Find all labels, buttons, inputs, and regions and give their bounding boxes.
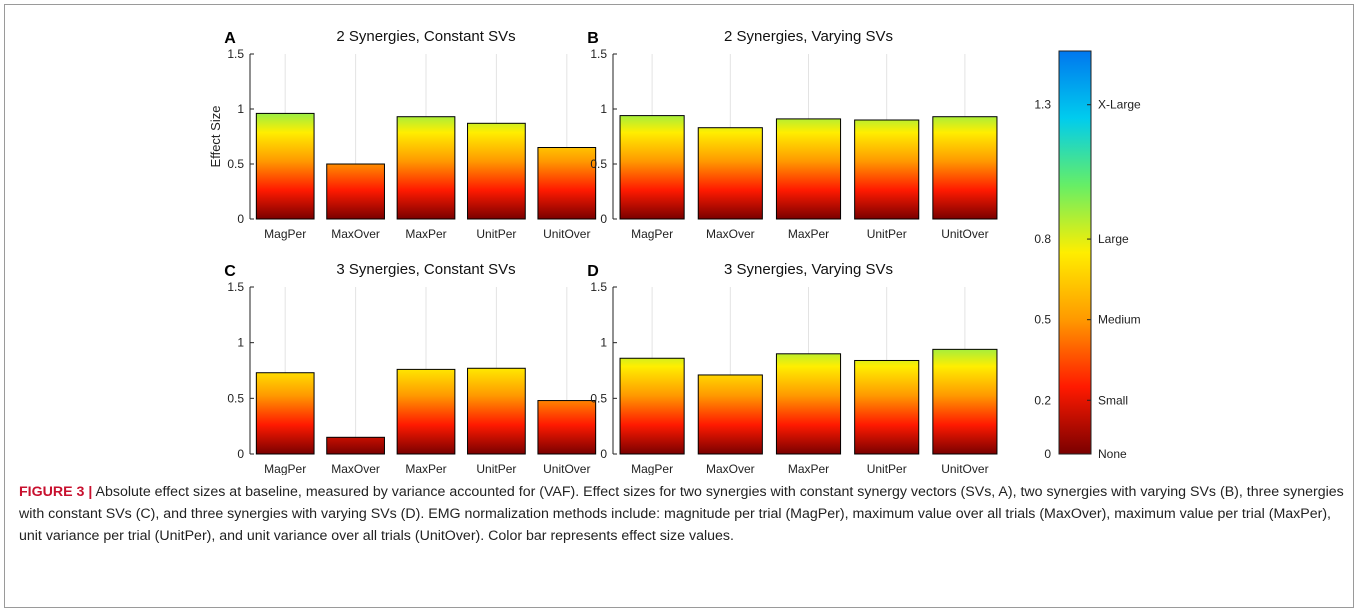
y-tick-label: 1.5 <box>227 280 244 294</box>
colorbar-tick-label: 0.2 <box>1034 393 1051 407</box>
colorbar-tick-label: 0.8 <box>1034 232 1051 246</box>
y-tick-label: 0.5 <box>227 391 244 405</box>
bar-MagPer <box>619 115 685 220</box>
colorbar-category-label: None <box>1098 447 1127 461</box>
y-tick-label: 0.5 <box>590 157 607 171</box>
y-tick-label: 1.5 <box>590 47 607 61</box>
bar-MaxOver <box>326 436 385 455</box>
colorbar-category-label: X-Large <box>1098 98 1141 112</box>
y-tick-label: 0.5 <box>590 391 607 405</box>
colorbar-category-label: Large <box>1098 232 1129 246</box>
x-tick-label: MagPer <box>264 227 306 241</box>
bar-MaxPer <box>775 118 842 220</box>
panel-letter: C <box>224 263 236 280</box>
colorbar-scale <box>1058 50 1092 455</box>
colorbar-category-label: Medium <box>1098 313 1141 327</box>
caption-text: Absolute effect sizes at baseline, measu… <box>19 484 1344 544</box>
y-tick-label: 1 <box>237 102 244 116</box>
colorbar-tick-label: 0.5 <box>1034 313 1051 327</box>
x-tick-label: UnitPer <box>476 462 516 475</box>
panel-B: 0 0.5 1 1.5 MagPer MaxOver MaxPer UnitPer UnitOv… <box>587 28 998 241</box>
y-tick-label: 0 <box>600 212 607 226</box>
bar-UnitOver <box>932 116 998 220</box>
x-tick-label: MaxOver <box>706 462 755 475</box>
bar-MaxOver <box>697 374 763 455</box>
x-tick-label: MaxOver <box>331 227 380 241</box>
bar-MagPer <box>255 112 315 220</box>
bar-MaxPer <box>775 353 842 455</box>
panel-letter: B <box>587 30 599 47</box>
y-tick-label: 1.5 <box>227 47 244 61</box>
x-tick-label: UnitPer <box>476 227 516 241</box>
bar-UnitPer <box>467 122 526 220</box>
y-axis-label: Effect Size <box>208 106 223 168</box>
y-tick-label: 0.5 <box>227 157 244 171</box>
bar-UnitPer <box>854 359 920 455</box>
panel-D: 0 0.5 1 1.5 MagPer MaxOver MaxPer UnitPer UnitOv… <box>587 261 998 475</box>
panel-letter: D <box>587 263 599 280</box>
x-tick-label: UnitOver <box>543 462 590 475</box>
panel-title: 3 Synergies, Varying SVs <box>724 261 893 278</box>
x-tick-label: MagPer <box>264 462 306 475</box>
bar-UnitPer <box>467 367 526 455</box>
figure-canvas: 0 0.5 1 1.5 MagPer MaxOver MaxPer UnitPer UnitOv… <box>208 28 1141 475</box>
x-tick-label: MaxPer <box>405 227 446 241</box>
figure-frame: 0 0.5 1 1.5 MagPer MaxOver MaxPer UnitPer UnitOv… <box>4 4 1354 608</box>
x-tick-label: MagPer <box>631 227 673 241</box>
bar-UnitPer <box>854 119 920 220</box>
x-tick-label: UnitOver <box>941 227 988 241</box>
y-tick-label: 0 <box>237 212 244 226</box>
bar-MaxOver <box>697 127 763 220</box>
bar-MaxPer <box>396 116 456 220</box>
colorbar-category-label: Small <box>1098 393 1128 407</box>
y-tick-label: 1 <box>237 336 244 350</box>
panel-A: 0 0.5 1 1.5 MagPer MaxOver MaxPer UnitPer UnitOv… <box>208 28 597 241</box>
x-tick-label: UnitPer <box>867 462 907 475</box>
bar-MagPer <box>255 372 315 455</box>
caption-label: FIGURE 3 | <box>19 484 93 500</box>
bar-UnitOver <box>537 400 597 455</box>
x-tick-label: UnitOver <box>543 227 590 241</box>
x-tick-label: MaxPer <box>788 227 829 241</box>
y-tick-label: 1 <box>600 336 607 350</box>
colorbar-tick-label: 1.3 <box>1034 98 1051 112</box>
bar-UnitOver <box>537 147 597 220</box>
bar-MaxPer <box>396 368 456 455</box>
x-tick-label: UnitPer <box>867 227 907 241</box>
y-tick-label: 1 <box>600 102 607 116</box>
panel-title: 3 Synergies, Constant SVs <box>336 261 515 278</box>
x-tick-label: MaxPer <box>405 462 446 475</box>
colorbar-tick-label: 0 <box>1044 447 1051 461</box>
figure-caption: FIGURE 3 | Absolute effect sizes at base… <box>19 481 1349 547</box>
bar-MaxOver <box>326 163 385 220</box>
bar-MagPer <box>619 357 685 455</box>
colorbar: 0 None 0.2 Small 0.5 Medium 0.8 Large 1.3 X-Large <box>1034 50 1141 461</box>
panel-letter: A <box>224 30 236 47</box>
y-tick-label: 1.5 <box>590 280 607 294</box>
x-tick-label: UnitOver <box>941 462 988 475</box>
x-tick-label: MagPer <box>631 462 673 475</box>
bar-UnitOver <box>932 348 998 455</box>
panel-title: 2 Synergies, Varying SVs <box>724 28 893 45</box>
panel-C: 0 0.5 1 1.5 MagPer MaxOver MaxPer UnitPer UnitOv… <box>224 261 597 475</box>
y-tick-label: 0 <box>600 447 607 461</box>
x-tick-label: MaxPer <box>788 462 829 475</box>
x-tick-label: MaxOver <box>331 462 380 475</box>
y-tick-label: 0 <box>237 447 244 461</box>
x-tick-label: MaxOver <box>706 227 755 241</box>
panel-title: 2 Synergies, Constant SVs <box>336 28 515 45</box>
